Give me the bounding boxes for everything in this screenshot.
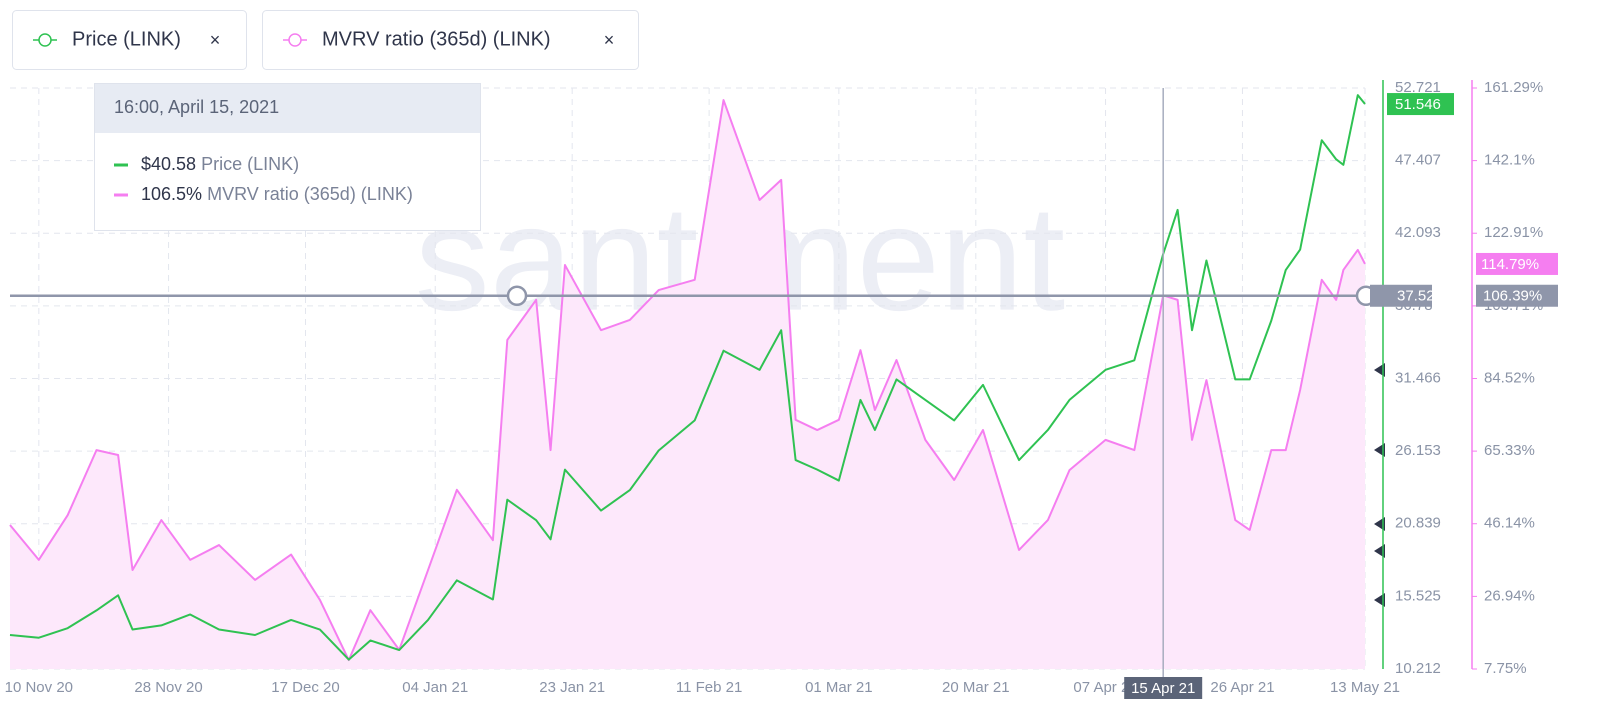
y2-tick-label: 161.29% [1484, 79, 1543, 96]
y-tick-label: 26.153 [1395, 442, 1441, 459]
y-tick-label: 42.093 [1395, 224, 1441, 241]
last-value-label: 114.79% [1481, 256, 1539, 273]
x-tick-label: 20 Mar 21 [942, 679, 1010, 696]
tooltip-series: Price (LINK) [201, 154, 299, 174]
tooltip-value: 106.5% [141, 184, 202, 204]
x-tick-label: 23 Jan 21 [539, 679, 605, 696]
y2-tick-label: 65.33% [1484, 442, 1535, 459]
crosshair-y2-label: 106.39% [1483, 288, 1542, 305]
x-tick-label: 01 Mar 21 [805, 679, 873, 696]
crosshair-y2-badge [1476, 284, 1558, 307]
y-tick-label: 20.839 [1395, 515, 1441, 532]
line [9, 94, 1366, 661]
y2-tick-label: 122.91% [1484, 224, 1543, 241]
y2-tick-label: 26.94% [1484, 587, 1535, 604]
y-tick-label: 10.212 [1395, 660, 1441, 677]
tooltip: 16:00, April 15, 2021 $40.58 Price (LINK… [94, 83, 481, 231]
y-tick-label: 52.721 [1395, 79, 1441, 96]
y-tick-label: 31.466 [1395, 369, 1441, 386]
x-tick-label: 26 Apr 21 [1210, 679, 1274, 696]
x-tick-label: 28 Nov 20 [134, 679, 202, 696]
crosshair-x-label: 15 Apr 21 [1131, 680, 1195, 697]
last-value-badge [1476, 252, 1558, 275]
legend-icon [33, 33, 57, 47]
tooltip-series: MVRV ratio (365d) (LINK) [207, 184, 413, 204]
legend-close[interactable]: × [210, 30, 221, 50]
crosshair-handle [506, 285, 528, 307]
x-tick-label: 07 Apr 21 [1073, 679, 1137, 696]
tooltip-row: $40.58 Price (LINK) [141, 154, 299, 174]
tooltip-row: 106.5% MVRV ratio (365d) (LINK) [141, 184, 413, 204]
y-tick-label: 47.407 [1395, 152, 1441, 169]
area [10, 100, 1365, 670]
x-tick-label: 11 Feb 21 [676, 679, 742, 696]
legend-icon [283, 33, 307, 47]
legend-label: Price (LINK) [72, 28, 181, 50]
crosshair-y-badge [1370, 284, 1432, 307]
y2-tick-label: 7.75% [1484, 660, 1527, 677]
legend: Price (LINK) MVRV ratio (365d) (LINK) × … [12, 10, 639, 70]
crosshair-x-badge [1124, 677, 1203, 699]
x-tick-label: 04 Jan 21 [402, 679, 468, 696]
y2-tick-label: 46.14% [1484, 515, 1535, 532]
legend-close[interactable]: × [604, 30, 615, 50]
tooltip-title: 16:00, April 15, 2021 [114, 97, 279, 117]
x-tick-label: 10 Nov 20 [5, 679, 73, 696]
x-tick-label: 13 May 21 [1330, 679, 1400, 696]
tooltip-value: $40.58 [141, 154, 196, 174]
legend-label: MVRV ratio (365d) (LINK) [322, 28, 551, 50]
legend-chip[interactable] [262, 10, 639, 70]
legend-chip[interactable] [12, 10, 247, 70]
y2-tick-label: 84.52% [1484, 369, 1535, 386]
last-value-badge [1387, 93, 1454, 116]
y2-tick-label: 142.1% [1484, 152, 1535, 169]
last-value-label: 51.546 [1395, 96, 1441, 113]
line [9, 99, 1366, 662]
tooltip-header [95, 84, 480, 133]
crosshair-y-label: 37.52 [1397, 288, 1435, 305]
x-tick-label: 17 Dec 20 [271, 679, 339, 696]
y-tick-label: 15.525 [1395, 587, 1441, 604]
